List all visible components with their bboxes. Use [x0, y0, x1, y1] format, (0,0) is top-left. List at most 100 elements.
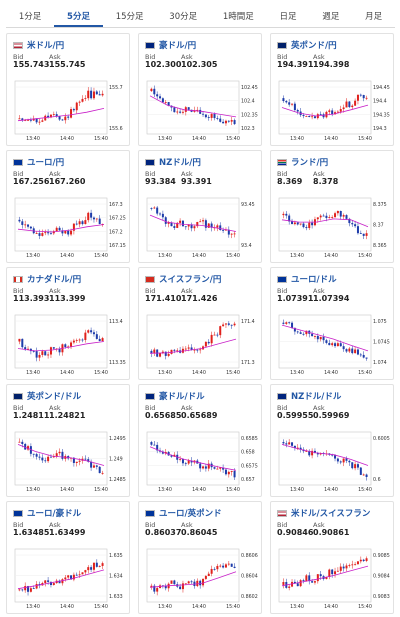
- candle: [61, 118, 64, 121]
- currency-card[interactable]: スイスフラン/円 Bid Ask 171.410 171.426 171.4 171.3 13…: [138, 267, 262, 380]
- currency-card[interactable]: ユーロ/ドル Bid Ask 1.07391 1.07394 1.075 1.0745 1.0…: [270, 267, 394, 380]
- currency-card[interactable]: NZドル/ドル Bid Ask 0.59955 0.59969 0.6005 0.6 13:4…: [270, 384, 394, 497]
- currency-pair-title[interactable]: 英ポンド/ドル: [27, 392, 82, 402]
- candle: [44, 580, 47, 587]
- tab-timeframe[interactable]: 30分足: [169, 12, 198, 22]
- ask-value: 167.260: [49, 177, 86, 186]
- currency-card[interactable]: ユーロ/英ポンド Bid Ask 0.86037 0.86045 0.8606 0.8604…: [138, 501, 262, 614]
- candlestick-chart[interactable]: 167.3 167.25 167.2 167.15 13:40 14:40 15:40: [13, 195, 126, 261]
- candlestick-chart[interactable]: 0.6005 0.6 13:40 14:40 15:40: [277, 429, 390, 495]
- candle: [227, 321, 230, 327]
- currency-pair-title[interactable]: 米ドル/スイスフラン: [291, 509, 371, 519]
- candle: [230, 116, 233, 126]
- currency-pair-title[interactable]: ユーロ/ドル: [291, 275, 337, 285]
- candle: [216, 563, 219, 572]
- candle: [336, 457, 339, 464]
- candle: [233, 321, 236, 327]
- candle: [222, 322, 225, 327]
- tab-timeframe[interactable]: 1時間足: [222, 12, 254, 22]
- y-tick-label: 102.45: [241, 85, 258, 91]
- currency-pair-title[interactable]: NZドル/ドル: [291, 392, 342, 402]
- candlestick-chart[interactable]: 102.45 102.4 102.35 102.3 13:40 14:40 15:40: [145, 78, 258, 144]
- currency-pair-title[interactable]: ユーロ/豪ドル: [27, 509, 82, 519]
- candle: [311, 112, 314, 120]
- y-tick-label: 167.25: [109, 216, 126, 222]
- candlestick-chart[interactable]: 155.7 155.6 13:40 14:40 15:40: [13, 78, 125, 144]
- currency-card[interactable]: 米ドル/円 Bid Ask 155.743 155.745 155.7 155.6 13:40…: [6, 33, 130, 146]
- currency-pair-title[interactable]: ランド/円: [291, 158, 329, 168]
- price-values: 102.300 102.305: [145, 60, 217, 69]
- candle: [181, 458, 184, 467]
- candle: [207, 460, 210, 472]
- candle: [331, 108, 334, 117]
- candle: [161, 349, 164, 355]
- candle: [41, 229, 44, 237]
- candle: [204, 114, 207, 119]
- candlestick-chart[interactable]: 113.4 113.35 13:40 14:40 15:40: [13, 312, 126, 378]
- currency-pair-title[interactable]: ユーロ/英ポンド: [159, 509, 222, 519]
- candlestick-chart[interactable]: 1.2495 1.249 1.2485 13:40 14:40 15:40: [13, 429, 126, 495]
- tab-timeframe[interactable]: 15分足: [115, 12, 144, 22]
- currency-pair-title[interactable]: スイスフラン/円: [159, 275, 222, 285]
- chart-svg: 8.375 8.37 8.365 13:40 14:40 15:40: [278, 197, 387, 259]
- tab-timeframe[interactable]: 5分足: [54, 6, 103, 27]
- moving-average-line: [17, 224, 105, 233]
- candle: [230, 324, 233, 329]
- tab-timeframe[interactable]: 月足: [365, 12, 383, 22]
- tab-timeframe[interactable]: 週足: [322, 12, 340, 22]
- currency-pair-title[interactable]: ユーロ/円: [27, 158, 65, 168]
- x-tick-label: 13:40: [26, 136, 40, 142]
- candle: [98, 215, 101, 225]
- card-header: ユーロ/ドル: [277, 273, 337, 285]
- currency-pair-title[interactable]: 豪ドル/円: [159, 41, 197, 51]
- currency-pair-title[interactable]: NZドル/円: [159, 158, 201, 168]
- bid-label: Bid: [13, 404, 24, 412]
- currency-pair-title[interactable]: 豪ドル/ドル: [159, 392, 205, 402]
- tab-timeframe[interactable]: 1分足: [18, 12, 42, 22]
- candlestick-chart[interactable]: 1.635 1.634 1.633 13:40 14:40 15:40: [13, 546, 125, 612]
- currency-card[interactable]: 英ポンド/ドル Bid Ask 1.24811 1.24821 1.2495 1.249 1.…: [6, 384, 130, 497]
- candlestick-chart[interactable]: 8.375 8.37 8.365 13:40 14:40 15:40: [277, 195, 389, 261]
- y-tick-label: 8.365: [373, 243, 387, 249]
- y-tick-label: 171.3: [241, 360, 255, 366]
- currency-card[interactable]: 米ドル/スイスフラン Bid Ask 0.90846 0.90861 0.9085 0.90…: [270, 501, 394, 614]
- bid-value: 0.86037: [145, 528, 182, 537]
- candlestick-chart[interactable]: 93.45 93.4 13:40 14:40 15:40: [145, 195, 257, 261]
- candlestick-chart[interactable]: 0.9085 0.9084 0.9083 13:40 14:40 15:40: [277, 546, 390, 612]
- currency-card[interactable]: 豪ドル/ドル Bid Ask 0.65685 0.65689 0.6585 0.658 0.6…: [138, 384, 262, 497]
- currency-card[interactable]: 豪ドル/円 Bid Ask 102.300 102.305 102.45 102.4 102.…: [138, 33, 262, 146]
- candlestick-chart[interactable]: 1.075 1.0745 1.074 13:40 14:40 15:40: [277, 312, 390, 378]
- candle: [219, 325, 222, 339]
- candlestick-chart[interactable]: 0.6585 0.658 0.6575 0.657 13:40 14:40 15:40: [145, 429, 258, 495]
- candle: [219, 115, 222, 123]
- candle: [204, 464, 207, 472]
- currency-card[interactable]: 英ポンド/円 Bid Ask 194.391 194.398 194.45 194.4 194…: [270, 33, 394, 146]
- currency-pair-title[interactable]: カナダドル/円: [27, 275, 82, 285]
- currency-card[interactable]: ランド/円 Bid Ask 8.369 8.378 8.375 8.37 8.365 13:40…: [270, 150, 394, 263]
- x-tick-label: 13:40: [158, 253, 172, 259]
- candle: [362, 233, 365, 240]
- currency-card[interactable]: NZドル/円 Bid Ask 93.384 93.391 93.45 93.4 13:40 14…: [138, 150, 262, 263]
- tab-timeframe[interactable]: 日足: [279, 12, 297, 22]
- flag-icon: [13, 158, 23, 166]
- candle: [328, 108, 331, 116]
- currency-pair-title[interactable]: 米ドル/円: [27, 41, 65, 51]
- candle: [78, 100, 81, 107]
- currency-pair-title[interactable]: 英ポンド/円: [291, 41, 337, 51]
- bid-value: 167.256: [13, 177, 50, 186]
- candle: [354, 98, 357, 106]
- currency-card[interactable]: ユーロ/円 Bid Ask 167.256 167.260 167.3 167.25 167.…: [6, 150, 130, 263]
- y-tick-label: 194.35: [373, 112, 390, 118]
- candle: [302, 332, 305, 336]
- candle: [38, 453, 41, 461]
- candlestick-chart[interactable]: 0.8606 0.8604 0.8602 13:40 14:40 15:40: [145, 546, 258, 612]
- card-header: ランド/円: [277, 156, 328, 168]
- card-header: ユーロ/英ポンド: [145, 507, 222, 519]
- ask-value: 1.63499: [49, 528, 86, 537]
- currency-card[interactable]: カナダドル/円 Bid Ask 113.393 113.399 113.4 113.35 13…: [6, 267, 130, 380]
- candle: [18, 588, 21, 592]
- candlestick-chart[interactable]: 194.45 194.4 194.35 194.3 13:40 14:40 15:40: [277, 78, 390, 144]
- currency-card[interactable]: ユーロ/豪ドル Bid Ask 1.63485 1.63499 1.635 1.634 1.6…: [6, 501, 130, 614]
- candlestick-chart[interactable]: 171.4 171.3 13:40 14:40 15:40: [145, 312, 257, 378]
- y-tick-label: 194.45: [373, 85, 390, 91]
